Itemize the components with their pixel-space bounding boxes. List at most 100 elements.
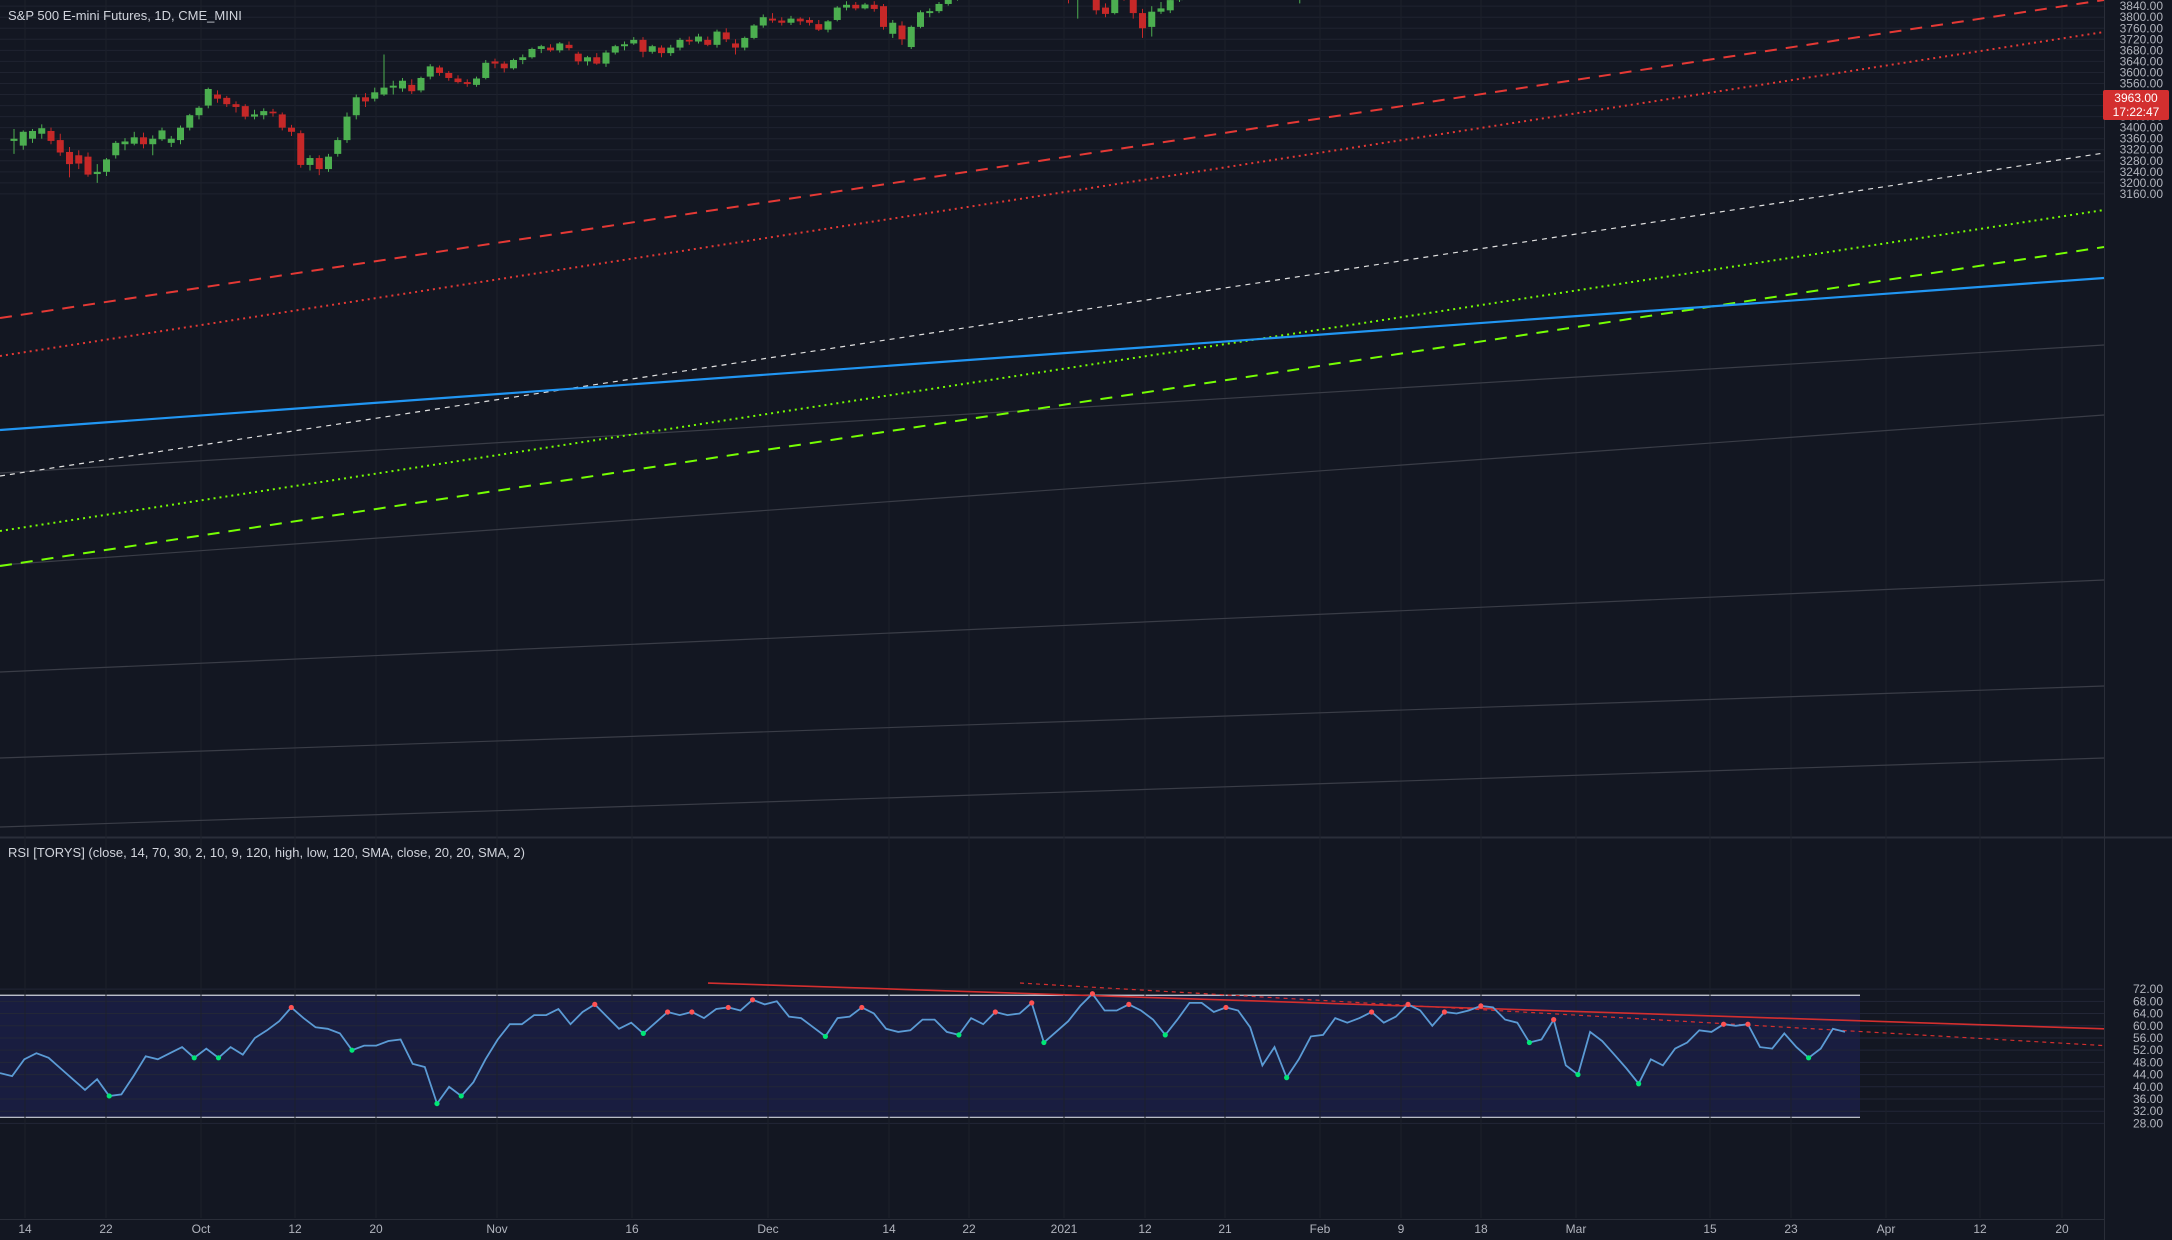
down-candle-body[interactable]: [685, 39, 693, 42]
down-candle-body[interactable]: [880, 6, 887, 27]
up-candle-body[interactable]: [630, 39, 638, 44]
down-candle-body[interactable]: [288, 127, 295, 132]
down-candle-body[interactable]: [436, 67, 443, 73]
rsi-line[interactable]: [0, 992, 1846, 1106]
up-candle-body[interactable]: [167, 138, 175, 143]
up-candle-body[interactable]: [621, 44, 628, 47]
up-candle-body[interactable]: [824, 21, 832, 30]
up-candle-body[interactable]: [648, 46, 656, 52]
up-candle-body[interactable]: [556, 43, 564, 51]
up-candle-body[interactable]: [1166, 0, 1174, 11]
up-candle-body[interactable]: [195, 107, 203, 116]
up-candle-body[interactable]: [482, 62, 490, 78]
up-candle-body[interactable]: [29, 130, 36, 139]
down-candle-body[interactable]: [796, 18, 804, 22]
down-candle-body[interactable]: [593, 57, 601, 64]
up-candle-body[interactable]: [93, 171, 101, 175]
up-candle-body[interactable]: [759, 17, 767, 26]
up-candle-body[interactable]: [112, 142, 120, 156]
down-candle-body[interactable]: [47, 130, 55, 141]
up-candle-body[interactable]: [121, 141, 129, 145]
up-candle-body[interactable]: [935, 3, 943, 12]
up-candle-body[interactable]: [519, 57, 527, 61]
up-candle-body[interactable]: [130, 137, 138, 144]
up-candle-body[interactable]: [510, 60, 517, 69]
up-candle-body[interactable]: [843, 4, 850, 8]
up-candle-body[interactable]: [926, 11, 934, 14]
down-candle-body[interactable]: [769, 18, 776, 21]
down-candle-body[interactable]: [362, 97, 369, 102]
down-candle-body[interactable]: [269, 111, 277, 114]
down-candle-body[interactable]: [778, 20, 786, 23]
up-candle-body[interactable]: [371, 92, 379, 99]
down-candle-body[interactable]: [639, 39, 647, 52]
up-candle-body[interactable]: [750, 25, 758, 38]
up-candle-body[interactable]: [417, 77, 425, 91]
down-candle-body[interactable]: [722, 32, 730, 40]
down-candle-body[interactable]: [565, 44, 573, 49]
rsi-indicator-title[interactable]: RSI [TORYS] (close, 14, 70, 30, 2, 10, 9…: [8, 845, 525, 860]
up-candle-body[interactable]: [584, 57, 591, 62]
up-candle-body[interactable]: [1148, 11, 1156, 27]
up-candle-body[interactable]: [389, 85, 397, 88]
down-candle-body[interactable]: [84, 156, 92, 175]
down-candle-body[interactable]: [658, 47, 665, 54]
down-candle-body[interactable]: [898, 25, 906, 40]
up-candle-body[interactable]: [741, 37, 749, 48]
up-candle-body[interactable]: [917, 12, 924, 27]
up-candle-body[interactable]: [251, 114, 258, 117]
up-candle-body[interactable]: [944, 0, 952, 4]
down-candle-body[interactable]: [278, 114, 286, 128]
down-candle-body[interactable]: [315, 158, 323, 170]
up-candle-body[interactable]: [177, 127, 184, 141]
down-candle-body[interactable]: [75, 155, 83, 164]
down-candle-body[interactable]: [241, 106, 249, 117]
down-candle-body[interactable]: [232, 104, 240, 107]
up-candle-body[interactable]: [1157, 8, 1165, 12]
down-candle-body[interactable]: [463, 82, 471, 85]
up-candle-body[interactable]: [204, 89, 212, 106]
up-candle-body[interactable]: [602, 52, 610, 64]
down-candle-body[interactable]: [445, 72, 453, 78]
up-candle-body[interactable]: [473, 78, 480, 85]
down-candle-body[interactable]: [704, 39, 712, 45]
down-candle-body[interactable]: [223, 97, 231, 105]
up-candle-body[interactable]: [1111, 0, 1119, 14]
up-candle-body[interactable]: [334, 140, 342, 154]
up-candle-body[interactable]: [352, 97, 360, 116]
down-candle-body[interactable]: [815, 24, 823, 30]
down-candle-body[interactable]: [1129, 0, 1137, 14]
up-candle-body[interactable]: [343, 116, 351, 141]
up-candle-body[interactable]: [861, 4, 869, 9]
up-candle-body[interactable]: [186, 115, 194, 128]
down-candle-body[interactable]: [140, 137, 147, 145]
up-candle-body[interactable]: [38, 128, 46, 134]
up-candle-body[interactable]: [10, 138, 18, 141]
up-candle-body[interactable]: [399, 80, 406, 89]
down-candle-body[interactable]: [214, 94, 221, 99]
down-candle-body[interactable]: [574, 53, 582, 62]
down-candle-body[interactable]: [491, 61, 499, 64]
up-candle-body[interactable]: [889, 22, 897, 34]
up-candle-body[interactable]: [833, 7, 841, 20]
down-candle-body[interactable]: [408, 84, 416, 92]
down-candle-body[interactable]: [1139, 13, 1146, 29]
up-candle-body[interactable]: [426, 66, 434, 77]
up-candle-body[interactable]: [149, 138, 157, 145]
down-candle-body[interactable]: [500, 63, 508, 69]
up-candle-body[interactable]: [380, 87, 388, 95]
down-candle-body[interactable]: [547, 47, 554, 51]
down-candle-body[interactable]: [1092, 0, 1100, 11]
up-candle-body[interactable]: [306, 158, 314, 165]
up-candle-body[interactable]: [158, 130, 166, 140]
up-candle-body[interactable]: [19, 131, 27, 146]
down-candle-body[interactable]: [852, 4, 860, 9]
up-candle-body[interactable]: [528, 48, 536, 58]
up-candle-body[interactable]: [537, 46, 545, 49]
down-candle-body[interactable]: [732, 43, 739, 48]
down-candle-body[interactable]: [297, 133, 305, 165]
down-candle-body[interactable]: [66, 151, 73, 165]
up-candle-body[interactable]: [787, 18, 795, 23]
